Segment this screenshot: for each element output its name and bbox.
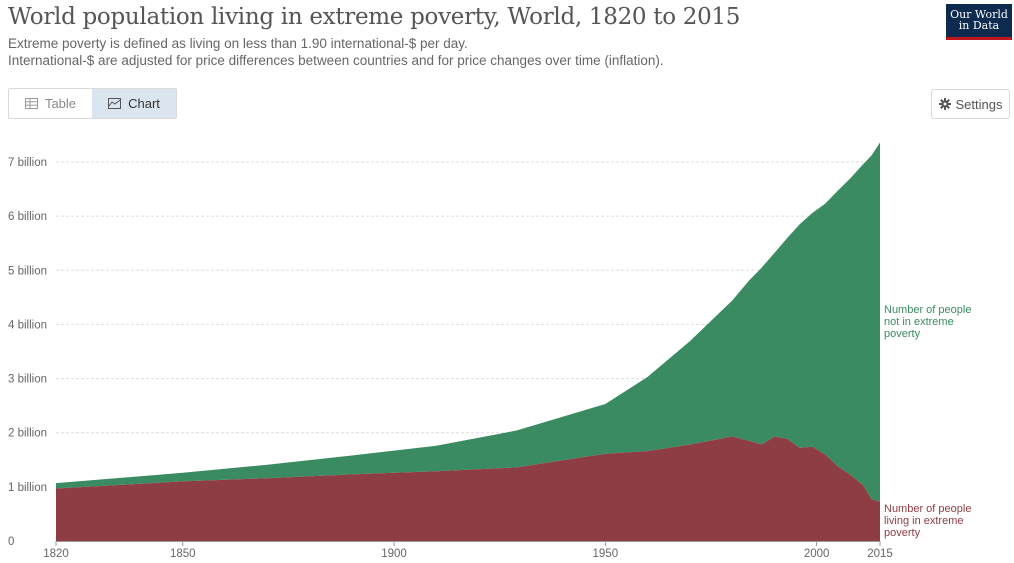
x-tick-label: 1850 <box>170 548 196 560</box>
y-tick-label: 1 billion <box>8 482 47 494</box>
series-area-in-poverty[interactable] <box>56 436 880 542</box>
gear-icon <box>938 98 951 110</box>
tab-chart-label: Chart <box>128 96 160 111</box>
series-label-in-poverty: Number of people living in extreme poverty <box>884 503 971 539</box>
logo-line-2: in Data <box>958 19 1000 32</box>
tab-table[interactable]: Table <box>9 89 92 118</box>
series-label-not-in-poverty: Number of people not in extreme poverty <box>884 304 971 340</box>
tab-table-label: Table <box>44 96 77 111</box>
chart-subtitle-line-2: International-$ are adjusted for price d… <box>8 53 664 68</box>
our-world-in-data-logo[interactable]: Our World in Data <box>946 4 1012 40</box>
y-tick-label: 4 billion <box>8 319 47 331</box>
x-tick-label: 2000 <box>804 548 830 560</box>
x-tick-label: 1950 <box>593 548 619 560</box>
logo-line-1: Our World <box>950 8 1008 21</box>
x-tick-label: 1900 <box>381 548 407 560</box>
series-area-not-in-poverty[interactable] <box>56 142 880 502</box>
y-tick-label: 5 billion <box>8 265 47 277</box>
y-tick-label: 0 <box>8 536 14 548</box>
y-tick-label: 2 billion <box>8 428 47 440</box>
y-tick-label: 3 billion <box>8 374 47 386</box>
y-tick-label: 7 billion <box>8 157 47 169</box>
view-tabs: Table Chart <box>8 88 177 119</box>
chart-icon <box>108 98 122 109</box>
table-icon <box>24 98 38 109</box>
y-tick-label: 6 billion <box>8 211 47 223</box>
chart-subtitle-line-1: Extreme poverty is defined as living on … <box>8 36 468 51</box>
chart-title: World population living in extreme pover… <box>8 4 741 30</box>
settings-button[interactable]: Settings <box>931 89 1010 119</box>
x-tick-label: 1820 <box>43 548 69 560</box>
settings-label: Settings <box>955 96 1003 112</box>
tab-chart[interactable]: Chart <box>92 89 176 118</box>
x-tick-label: 2015 <box>867 548 893 560</box>
